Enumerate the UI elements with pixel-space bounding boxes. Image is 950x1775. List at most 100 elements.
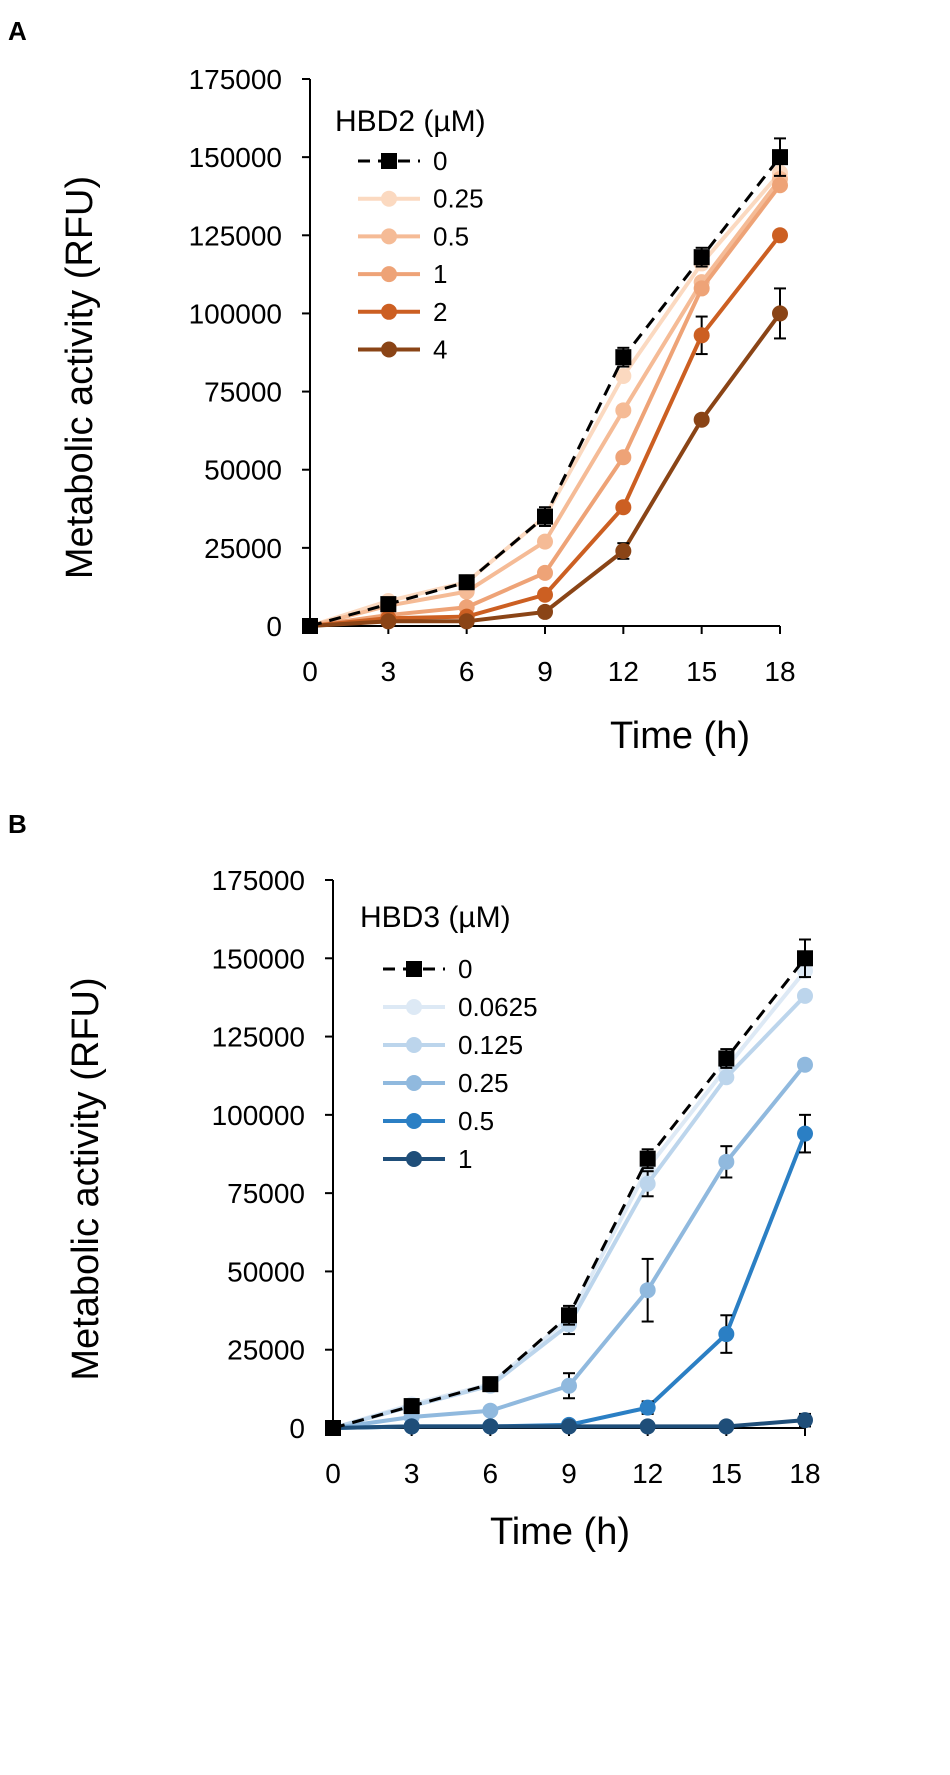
legend-label: 4 bbox=[433, 335, 447, 365]
panel-letter: A bbox=[8, 16, 27, 46]
data-point bbox=[639, 1399, 656, 1416]
data-point bbox=[718, 1069, 735, 1086]
y-tick-label: 25000 bbox=[204, 533, 282, 564]
y-tick-label: 25000 bbox=[227, 1335, 305, 1366]
legend-label: 1 bbox=[458, 1144, 472, 1174]
series-line bbox=[332, 969, 807, 1430]
legend-item: 0.5 bbox=[383, 1106, 494, 1136]
y-tick-label: 75000 bbox=[227, 1178, 305, 1209]
data-point bbox=[772, 305, 788, 322]
data-point bbox=[615, 402, 632, 419]
y-tick-label: 150000 bbox=[189, 142, 282, 173]
data-point bbox=[537, 586, 553, 603]
data-point bbox=[302, 618, 318, 634]
data-point bbox=[693, 249, 710, 266]
legend-label: 0.5 bbox=[433, 221, 469, 251]
panel-letter: B bbox=[8, 809, 27, 839]
series-0.125 bbox=[325, 987, 813, 1436]
legend-marker bbox=[406, 999, 422, 1015]
data-point bbox=[693, 327, 710, 344]
data-point bbox=[380, 613, 397, 630]
data-point bbox=[772, 227, 788, 244]
data-point bbox=[561, 1377, 577, 1394]
y-tick-label: 175000 bbox=[189, 64, 282, 95]
data-point bbox=[718, 1050, 735, 1067]
legend-label: 0.25 bbox=[458, 1068, 509, 1098]
x-tick-label: 6 bbox=[483, 1458, 499, 1489]
data-point bbox=[615, 367, 632, 384]
legend-label: 0 bbox=[433, 146, 447, 176]
legend-title: HBD3 (µM) bbox=[360, 901, 511, 934]
y-tick-label: 0 bbox=[289, 1413, 305, 1444]
legend-label: 0.0625 bbox=[458, 992, 538, 1022]
series-4 bbox=[302, 287, 788, 634]
data-point bbox=[380, 596, 397, 613]
legend-title: HBD2 (µM) bbox=[335, 105, 486, 138]
legend-item: 0.25 bbox=[358, 184, 484, 214]
legend-item: 1 bbox=[358, 259, 447, 289]
y-tick-label: 0 bbox=[266, 611, 282, 642]
y-tick-label: 75000 bbox=[204, 377, 282, 408]
x-tick-label: 15 bbox=[686, 656, 717, 687]
legend-label: 0 bbox=[458, 954, 472, 984]
data-point bbox=[482, 1402, 499, 1419]
data-point bbox=[615, 542, 632, 559]
data-point bbox=[482, 1376, 499, 1393]
legend-marker bbox=[381, 153, 397, 169]
x-tick-label: 12 bbox=[608, 656, 639, 687]
y-tick-label: 125000 bbox=[189, 220, 282, 251]
legend-marker bbox=[381, 266, 397, 283]
legend-item: 4 bbox=[358, 335, 447, 365]
x-axis-title: Time (h) bbox=[610, 715, 750, 757]
data-point bbox=[561, 1418, 577, 1435]
series-line bbox=[332, 957, 807, 1430]
legend-item: 0.5 bbox=[358, 221, 469, 251]
legend-marker bbox=[381, 341, 397, 358]
y-tick-label: 50000 bbox=[204, 455, 282, 486]
data-point bbox=[693, 411, 710, 428]
data-point bbox=[325, 1420, 341, 1436]
data-point bbox=[797, 987, 813, 1004]
x-tick-label: 15 bbox=[711, 1458, 742, 1489]
legend-marker bbox=[406, 1037, 422, 1053]
y-tick-label: 100000 bbox=[189, 298, 282, 329]
data-point bbox=[772, 177, 788, 194]
y-tick-label: 100000 bbox=[212, 1100, 305, 1131]
x-axis-title: Time (h) bbox=[490, 1511, 630, 1553]
data-point bbox=[693, 280, 710, 297]
legend-marker bbox=[406, 1113, 422, 1129]
y-tick-label: 175000 bbox=[212, 865, 305, 896]
legend-label: 0.25 bbox=[433, 184, 484, 214]
data-point bbox=[718, 1418, 735, 1435]
data-point bbox=[797, 950, 813, 967]
x-tick-label: 9 bbox=[561, 1458, 577, 1489]
y-tick-label: 125000 bbox=[212, 1022, 305, 1053]
series-0 bbox=[302, 137, 788, 634]
legend-item: 0.0625 bbox=[383, 992, 538, 1022]
x-tick-label: 12 bbox=[632, 1458, 663, 1489]
data-point bbox=[482, 1418, 499, 1435]
data-point bbox=[772, 149, 788, 166]
y-tick-label: 50000 bbox=[227, 1256, 305, 1287]
panel-a: A 0 25000 50000 75000 100000 125000 150000 17500… bbox=[8, 16, 796, 757]
legend-marker bbox=[381, 228, 397, 245]
data-point bbox=[797, 1125, 813, 1142]
data-point bbox=[458, 574, 475, 591]
legend-marker bbox=[406, 1151, 422, 1167]
data-point bbox=[718, 1326, 735, 1343]
legend: HBD2 (µM) 0 0.25 0.5 1 2 4 bbox=[335, 105, 486, 365]
panel-b: B 0 25000 50000 75000 100000 125000 150000 17500… bbox=[8, 809, 821, 1553]
data-point bbox=[403, 1418, 420, 1435]
data-point bbox=[458, 613, 475, 630]
legend: HBD3 (µM) 0 0.0625 0.125 0.25 0.5 1 bbox=[360, 901, 538, 1174]
x-tick-label: 0 bbox=[325, 1458, 341, 1489]
x-tick-label: 6 bbox=[459, 656, 475, 687]
series-0 bbox=[325, 938, 813, 1436]
data-point bbox=[797, 1056, 813, 1073]
legend-item: 0.125 bbox=[383, 1030, 523, 1060]
x-tick-label: 18 bbox=[789, 1458, 820, 1489]
legend-item: 0.25 bbox=[383, 1068, 509, 1098]
data-point bbox=[537, 533, 553, 550]
data-point bbox=[537, 603, 553, 620]
data-point bbox=[639, 1175, 656, 1192]
